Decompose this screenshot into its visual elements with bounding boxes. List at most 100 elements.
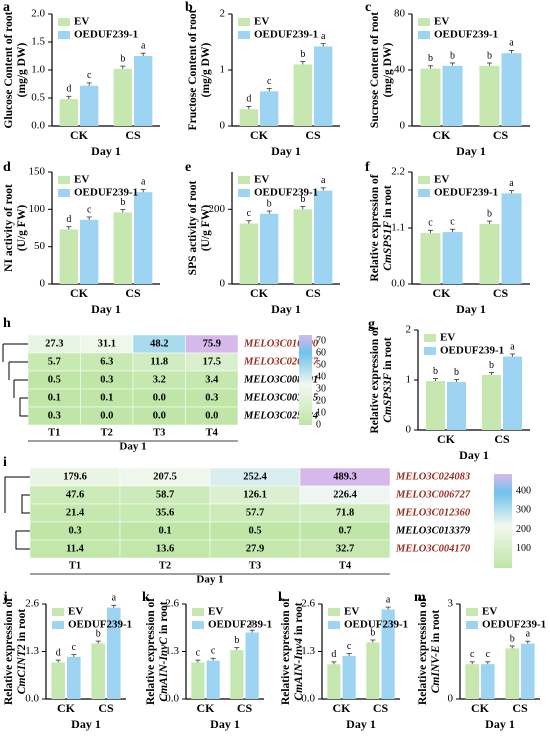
- legend-swatch-k-1: [192, 621, 204, 629]
- x-tick-label-g-CK: CK: [437, 432, 456, 446]
- y-tick-label-k: 2.6: [165, 598, 179, 610]
- y-tick-label-f: 2.2: [391, 166, 405, 178]
- gene-label-h: MELO3C020357: [243, 356, 319, 367]
- legend-swatch-m-0: [466, 608, 478, 616]
- bar-b-CK-oe: [260, 91, 279, 126]
- heat-cell-h: [185, 406, 239, 426]
- sig-letter-e: c: [247, 208, 252, 219]
- x-axis-label-b: Day 1: [271, 144, 301, 158]
- bar-f-CK-ev: [420, 233, 441, 284]
- heat-value-i: 11.4: [66, 543, 85, 554]
- heat-value-i: 35.6: [156, 507, 174, 518]
- y-axis-label-d: NI activity of root(U/g FW): [3, 184, 28, 272]
- gene-label-i: MELO3C024083: [395, 471, 470, 482]
- panel-letter-a: a: [3, 0, 10, 15]
- bar-a-CS-oe: [134, 56, 153, 126]
- sig-letter-f: c: [450, 217, 455, 228]
- sig-letter-c: a: [509, 38, 514, 49]
- gene-label-h: MELO3C010300: [243, 338, 319, 349]
- y-axis-label-a: Glucose Content of root(mg/g DW): [3, 11, 28, 128]
- dendrogram-branch-h: [19, 397, 28, 417]
- bar-g-CS-ev: [481, 375, 501, 430]
- y-axis-label-l: Relative expression ofCmAIN-Inv4 in root: [280, 598, 305, 705]
- legend-swatch-c-1: [418, 31, 430, 39]
- y-tick-label-f: 0.0: [391, 278, 405, 290]
- y-tick-label-g: 0: [406, 424, 412, 436]
- colorbar-tick-h: 10: [316, 407, 326, 418]
- bar-a-CK-oe: [80, 85, 99, 126]
- heat-value-h: 0.3: [205, 392, 218, 403]
- x-tick-label-f-CK: CK: [433, 286, 452, 300]
- x-tick-label-b-CK: CK: [250, 128, 269, 142]
- bar-d-CK-ev: [59, 229, 78, 284]
- bar-c-CK-oe: [442, 65, 463, 126]
- bar-g-CK-oe: [447, 382, 467, 430]
- bar-c-CS-oe: [501, 53, 522, 127]
- bar-f-CS-ev: [479, 223, 500, 284]
- panel-i: i 179.6 207.5 252.4 489.3 MELO3C024083 47.6 58.…: [3, 455, 531, 585]
- legend-label-m-0: EV: [482, 606, 497, 618]
- legend-swatch-l-1: [328, 621, 340, 629]
- heat-value-h: 48.2: [150, 338, 168, 349]
- heat-col-label-i: T3: [249, 560, 261, 571]
- x-tick-label-k-CS: CS: [237, 701, 253, 715]
- sig-letter-a: b: [120, 53, 125, 64]
- heat-col-label-h: T2: [101, 427, 113, 438]
- x-axis-label-d: Day 1: [91, 302, 121, 316]
- y-tick-label-c: 0: [400, 120, 406, 132]
- legend-label-l-0: EV: [344, 606, 359, 618]
- gene-label-i: MELO3C013379: [395, 525, 471, 536]
- panel-letter-l: l: [278, 590, 282, 605]
- x-tick-label-m-CK: CK: [471, 701, 490, 715]
- bar-b-CS-ev: [293, 64, 312, 126]
- y-axis-label-c: Sucrose Content of root(mg/g DW): [369, 12, 394, 128]
- y-tick-label-k: 0.0: [165, 693, 179, 705]
- heat-value-h: 17.5: [203, 356, 221, 367]
- panel-letter-d: d: [3, 160, 11, 175]
- sig-letter-b: b: [300, 49, 305, 60]
- bar-e-CK-oe: [260, 213, 279, 284]
- y-tick-label-a: 0.0: [31, 120, 45, 132]
- heat-value-i: 32.7: [336, 543, 354, 554]
- heat-value-i: 71.8: [336, 507, 354, 518]
- heat-value-h: 0.3: [48, 410, 61, 421]
- y-tick-label-k: 1.3: [165, 645, 179, 657]
- heat-value-i: 57.7: [246, 507, 264, 518]
- gene-label-i: MELO3C004170: [395, 543, 471, 554]
- bar-m-CK-oe: [481, 664, 495, 699]
- heat-value-h: 0.3: [100, 374, 113, 385]
- sig-letter-b: c: [267, 76, 272, 87]
- legend-label-g-0: EV: [440, 332, 455, 344]
- bar-g-CS-oe: [503, 356, 523, 430]
- heat-value-h: 31.1: [98, 338, 116, 349]
- sig-letter-c: b: [428, 53, 433, 64]
- y-tick-label-b: 0: [220, 120, 226, 132]
- heat-value-h: 0.1: [48, 392, 61, 403]
- heat-value-h: 0.5: [48, 374, 61, 385]
- y-tick-label-g: 2: [406, 324, 412, 336]
- x-tick-label-f-CS: CS: [493, 286, 509, 300]
- x-axis-label-c: Day 1: [456, 144, 486, 158]
- bar-l-CK-oe: [342, 655, 356, 699]
- heat-col-label-h: T3: [153, 427, 165, 438]
- colorbar-tick-h: 0: [316, 419, 321, 430]
- heat-value-h: 0.0: [153, 410, 166, 421]
- sig-letter-d: b: [120, 197, 125, 208]
- heat-value-i: 21.4: [66, 507, 85, 518]
- y-tick-label-m: 0: [448, 693, 454, 705]
- dendrogram-branch-i: [21, 494, 30, 514]
- panel-letter-c: c: [365, 0, 371, 15]
- sig-letter-g: b: [454, 367, 459, 378]
- x-axis-label-g: Day 1: [459, 448, 489, 462]
- sig-letter-j: b: [96, 628, 101, 639]
- bar-d-CS-ev: [113, 212, 132, 284]
- sig-letter-k: c: [196, 647, 201, 658]
- x-axis-label-m: Day 1: [485, 717, 515, 731]
- legend-label-a-1: OEDUF239-1: [74, 29, 138, 41]
- sig-letter-e: b: [300, 194, 305, 205]
- legend-label-f-0: EV: [434, 174, 449, 186]
- legend-swatch-g-0: [424, 334, 436, 342]
